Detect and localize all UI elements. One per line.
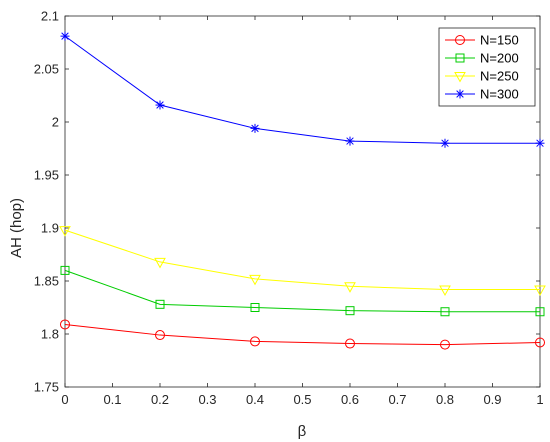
x-tick-label: 0.2 [151,392,169,407]
series-group [59,31,546,350]
data-point [60,31,70,41]
legend-label: N=150 [480,33,519,48]
legend-marker [455,35,465,45]
series-n-200 [60,265,545,317]
x-tick-label: 0 [61,392,68,407]
legend-entry: N=300 [445,87,519,102]
asterisk-stroke [456,90,464,98]
data-point [155,330,165,341]
y-axis-label: AH (hop) [8,198,25,258]
data-point [155,299,165,309]
data-point [440,138,450,148]
x-axis-label: β [298,423,307,440]
legend-marker [455,89,465,99]
legend-marker [455,53,465,63]
x-tick-label: 0.1 [103,392,121,407]
series-n-300 [60,31,545,148]
data-point [439,285,451,297]
x-tick-label: 0.6 [341,392,359,407]
y-tick-label: 2.05 [34,62,59,77]
asterisk-stroke [156,101,164,109]
y-tick-label: 1.9 [41,221,59,236]
data-point [534,285,546,297]
asterisk-stroke [536,139,544,147]
x-tick-label: 0.5 [293,392,311,407]
legend-label: N=250 [480,69,519,84]
series-line [64,323,541,346]
data-point [535,337,545,348]
x-tick-label: 0.8 [436,392,454,407]
y-tick-label: 1.75 [34,380,59,395]
data-point [60,265,70,275]
data-point [155,100,165,110]
y-tick-label: 1.95 [34,168,59,183]
y-tick-label: 1.85 [34,274,59,289]
x-tick-label: 0.9 [483,392,501,407]
data-point [250,303,260,312]
data-point [535,138,545,148]
axes: 0 0.1 0.2 0.3 0.4 0.5 0.6 0.7 0.8 0.9 1 1.75 1.8 1.85… [34,9,544,408]
legend-box [438,27,536,107]
x-tick-label: 0.3 [198,392,216,407]
data-point [249,274,261,286]
asterisk-stroke [251,124,259,133]
legend-label: N=200 [480,51,519,66]
legend: N=150 N=200 N=250 N=300 [438,27,536,107]
data-point [345,338,355,349]
legend-entry: N=200 [445,51,519,66]
series-line [64,229,540,290]
asterisk-stroke [346,137,354,145]
data-point [345,306,355,316]
data-point [535,307,545,317]
data-point [345,136,355,146]
series-line [64,35,540,144]
x-tick-label: 0.7 [388,392,406,407]
asterisk-stroke [61,32,69,40]
data-point [250,336,260,347]
legend-entry: N=250 [445,69,519,84]
legend-entry: N=150 [445,33,519,48]
data-point [59,226,71,237]
series-n-150 [60,319,545,350]
data-point [154,257,166,269]
y-tick-label: 2 [52,115,59,130]
x-tick-label: 1 [536,392,543,407]
series-n-250 [59,226,546,297]
data-point [440,339,450,350]
data-point [344,282,356,293]
data-point [440,307,450,317]
data-point [60,319,70,330]
asterisk-stroke [441,139,449,147]
data-point [250,123,260,133]
legend-marker [454,72,466,83]
x-tick-label: 0.4 [246,392,264,407]
y-tick-label: 1.8 [41,327,59,342]
y-tick-label: 2.1 [41,9,59,24]
series-line [64,269,540,313]
legend-label: N=300 [480,87,519,102]
